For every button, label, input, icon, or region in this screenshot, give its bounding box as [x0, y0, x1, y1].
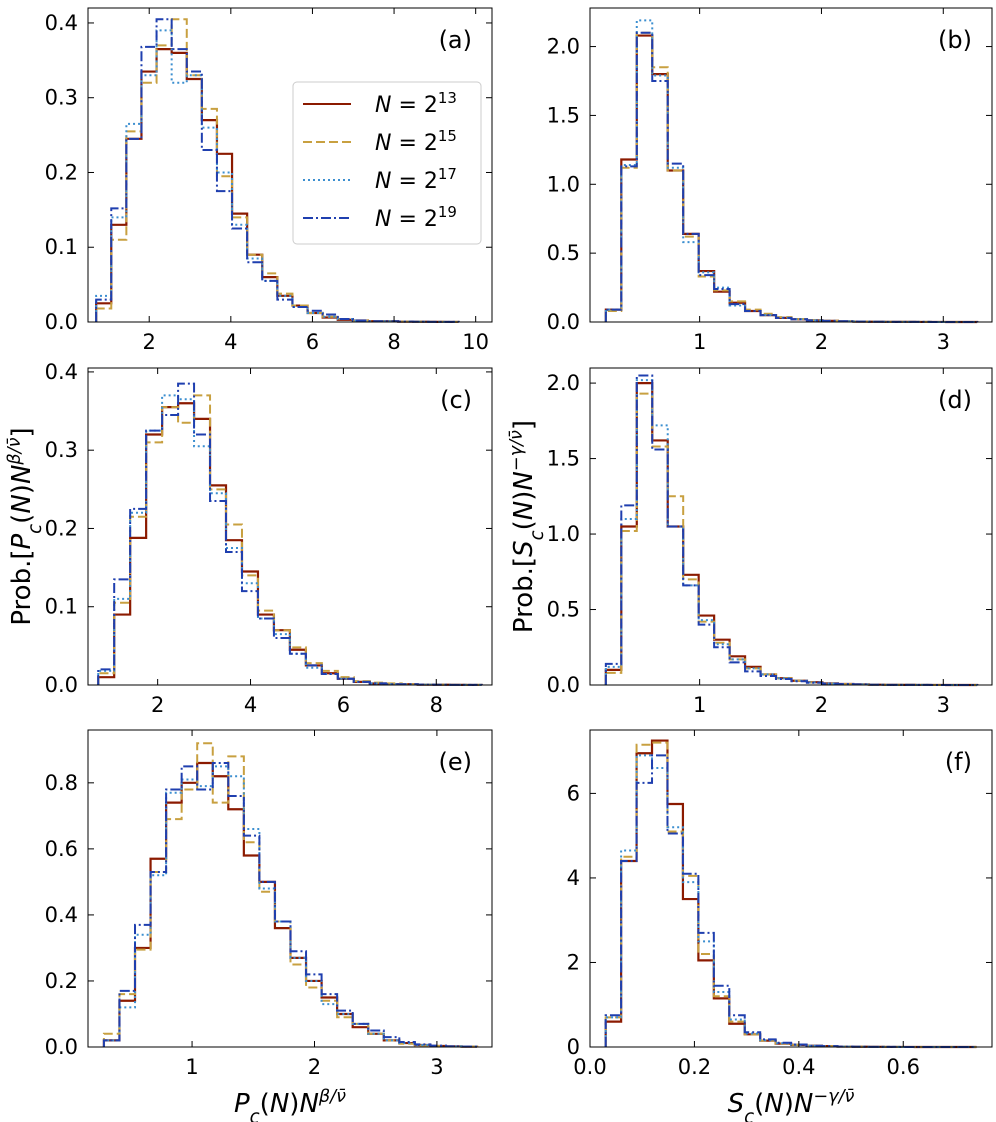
series-line-3: [102, 765, 479, 1048]
series-line-2: [95, 18, 460, 323]
y-tick-label: 4: [567, 866, 580, 890]
y-tick-label: 0.0: [45, 310, 78, 334]
series-line-3: [604, 379, 979, 686]
x-tick-label: 3: [937, 330, 950, 354]
y-tick-label: 0.5: [547, 241, 580, 265]
y-tick-label: 0.6: [45, 837, 78, 861]
y-tick-label: 0.0: [547, 673, 580, 697]
panel-f: 0.0 0.2 0.4 0.6 0 2 4 6 (f) Sc(N)N−γ/ν̄: [567, 729, 993, 1122]
plot-frame: [589, 729, 993, 1048]
y-tick-label: 2.0: [547, 35, 580, 59]
y-tick-label: 0.4: [45, 903, 78, 927]
series-line-2: [97, 394, 483, 686]
panel-label: (e): [439, 748, 473, 776]
series-line-4: [604, 31, 979, 323]
series-line-4: [604, 374, 979, 686]
x-tick-label: 0.6: [887, 1055, 920, 1079]
y-tick-label: 0.0: [547, 310, 580, 334]
plot-frame: [87, 7, 493, 323]
y-tick-label: 0.1: [45, 235, 78, 259]
panel-label: (c): [440, 386, 472, 414]
y-tick-label: 1.5: [547, 103, 580, 127]
panel-c: 2 4 6 8 0.0 0.1 0.2 0.3 0.4 (c) Prob.[Pc(N)Nβ/ν̄]: [5, 360, 493, 717]
panel-label: (d): [938, 386, 972, 414]
panel-b: 1 2 3 0.0 0.5 1.0 1.5 2.0 (b): [547, 7, 993, 354]
series-line-4: [604, 754, 977, 1048]
x-axis-label: Pc(N)Nβ/ν̄: [234, 1087, 346, 1122]
panel-d: 1 2 3 0.0 0.5 1.0 1.5 2.0 (d) Prob.[Sc(N)N−γ/ν̄]: [507, 367, 993, 717]
plot-frame: [87, 367, 493, 686]
series-line-3: [604, 754, 977, 1048]
y-tick-label: 2: [567, 950, 580, 974]
y-tick-label: 0.0: [45, 1035, 78, 1059]
legend-entry-label: N = 217: [375, 165, 457, 194]
legend-entry-label: N = 213: [375, 89, 457, 118]
y-tick-label: 0.2: [45, 969, 78, 993]
x-axis-label: Sc(N)N−γ/ν̄: [728, 1087, 855, 1122]
series-line-2: [102, 742, 479, 1048]
y-tick-label: 1.5: [547, 447, 580, 471]
x-tick-label: 3: [430, 1055, 443, 1079]
series-line-4: [102, 762, 479, 1048]
series-line-2: [604, 741, 977, 1048]
series-line-3: [604, 19, 979, 323]
x-tick-label: 10: [462, 330, 489, 354]
panel-label: (f): [945, 748, 972, 776]
y-tick-label: 0: [567, 1035, 580, 1059]
x-tick-label: 0.2: [678, 1055, 711, 1079]
y-tick-label: 0.2: [45, 160, 78, 184]
x-tick-label: 4: [244, 693, 257, 717]
plot-frame: [87, 729, 493, 1048]
x-tick-label: 0.0: [573, 1055, 606, 1079]
series-line-1: [102, 761, 479, 1048]
x-tick-label: 3: [937, 693, 950, 717]
x-tick-label: 2: [143, 330, 156, 354]
legend-entry-label: N = 215: [375, 127, 457, 156]
series-line-2: [604, 392, 979, 686]
y-tick-label: 1.0: [547, 522, 580, 546]
x-tick-label: 2: [815, 693, 828, 717]
x-tick-label: 0.4: [782, 1055, 815, 1079]
legend-box: [292, 81, 482, 245]
series-line-1: [604, 739, 977, 1049]
panel-e: 1 2 3 0.0 0.2 0.4 0.6 0.8 (e) Pc(N)Nβ/ν̄: [45, 729, 493, 1122]
x-tick-label: 1: [693, 693, 706, 717]
y-tick-label: 0.5: [547, 598, 580, 622]
y-tick-label: 0.3: [45, 86, 78, 110]
x-tick-label: 8: [430, 693, 443, 717]
series-line-2: [604, 31, 979, 323]
x-tick-label: 2: [151, 693, 164, 717]
plot-frame: [589, 367, 993, 686]
x-tick-label: 6: [306, 330, 319, 354]
y-tick-label: 0.2: [45, 516, 78, 540]
series-line-3: [97, 394, 483, 686]
plot-frame: [589, 7, 993, 323]
y-tick-label: 1.0: [547, 172, 580, 196]
x-tick-label: 2: [815, 330, 828, 354]
legend-entry-label: N = 219: [375, 203, 457, 232]
y-axis-label: Prob.[Sc(N)N−γ/ν̄]: [507, 420, 548, 633]
y-tick-label: 0.1: [45, 595, 78, 619]
panel-label: (a): [439, 26, 472, 54]
series-line-1: [604, 382, 979, 687]
panel-label: (b): [938, 26, 972, 54]
y-tick-label: 0.3: [45, 438, 78, 462]
y-tick-label: 6: [567, 781, 580, 805]
y-tick-label: 0.4: [45, 360, 78, 384]
x-tick-label: 8: [387, 330, 400, 354]
x-tick-label: 6: [337, 693, 350, 717]
x-tick-label: 2: [308, 1055, 321, 1079]
x-tick-label: 4: [224, 330, 237, 354]
y-tick-label: 0.8: [45, 771, 78, 795]
series-line-1: [604, 34, 979, 324]
y-tick-label: 0.0: [45, 673, 78, 697]
x-tick-label: 1: [693, 330, 706, 354]
x-tick-label: 1: [185, 1055, 198, 1079]
legend: N = 213 N = 215 N = 217 N = 219: [292, 81, 482, 245]
y-axis-label: Prob.[Pc(N)Nβ/ν̄]: [5, 427, 46, 625]
y-tick-label: 2.0: [547, 371, 580, 395]
y-tick-label: 0.4: [45, 11, 78, 35]
